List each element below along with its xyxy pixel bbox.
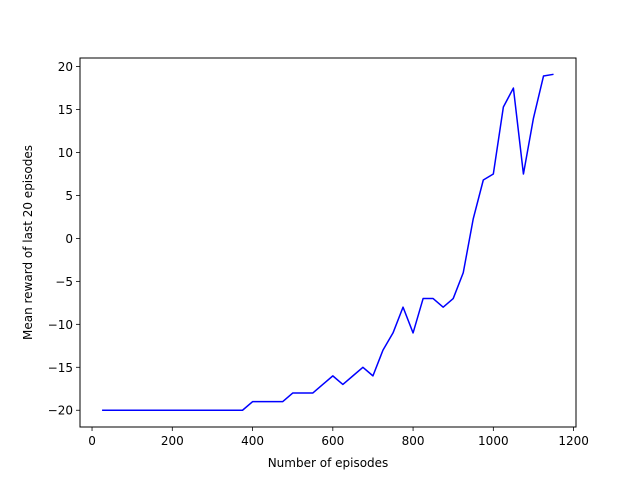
x-tick-label: 400 bbox=[241, 434, 264, 448]
y-tick-label: 15 bbox=[58, 103, 73, 117]
x-tick-label: 800 bbox=[402, 434, 425, 448]
x-tick-label: 1000 bbox=[478, 434, 509, 448]
x-axis-label: Number of episodes bbox=[268, 456, 389, 470]
y-axis-label: Mean reward of last 20 episodes bbox=[21, 145, 35, 340]
series-line bbox=[102, 73, 554, 411]
y-tick-label: 5 bbox=[65, 189, 73, 203]
y-tick-label: −10 bbox=[48, 318, 73, 332]
x-tick-label: 200 bbox=[161, 434, 184, 448]
y-tick-label: −20 bbox=[48, 404, 73, 418]
x-tick-label: 600 bbox=[321, 434, 344, 448]
y-tick-label: 0 bbox=[65, 232, 73, 246]
x-tick-label: 0 bbox=[88, 434, 96, 448]
plot-area bbox=[102, 73, 554, 411]
y-tick-label: 20 bbox=[58, 60, 73, 74]
y-tick-label: −5 bbox=[55, 275, 73, 289]
x-tick-label: 1200 bbox=[558, 434, 589, 448]
y-tick-label: −15 bbox=[48, 361, 73, 375]
x-axis-ticks: 0 200 400 600 800 1000 1200 bbox=[88, 427, 589, 448]
y-tick-label: 10 bbox=[58, 146, 73, 160]
y-axis-ticks: −20 −15 −10 −5 0 5 10 15 20 bbox=[48, 60, 80, 418]
axes-frame bbox=[79, 57, 577, 428]
